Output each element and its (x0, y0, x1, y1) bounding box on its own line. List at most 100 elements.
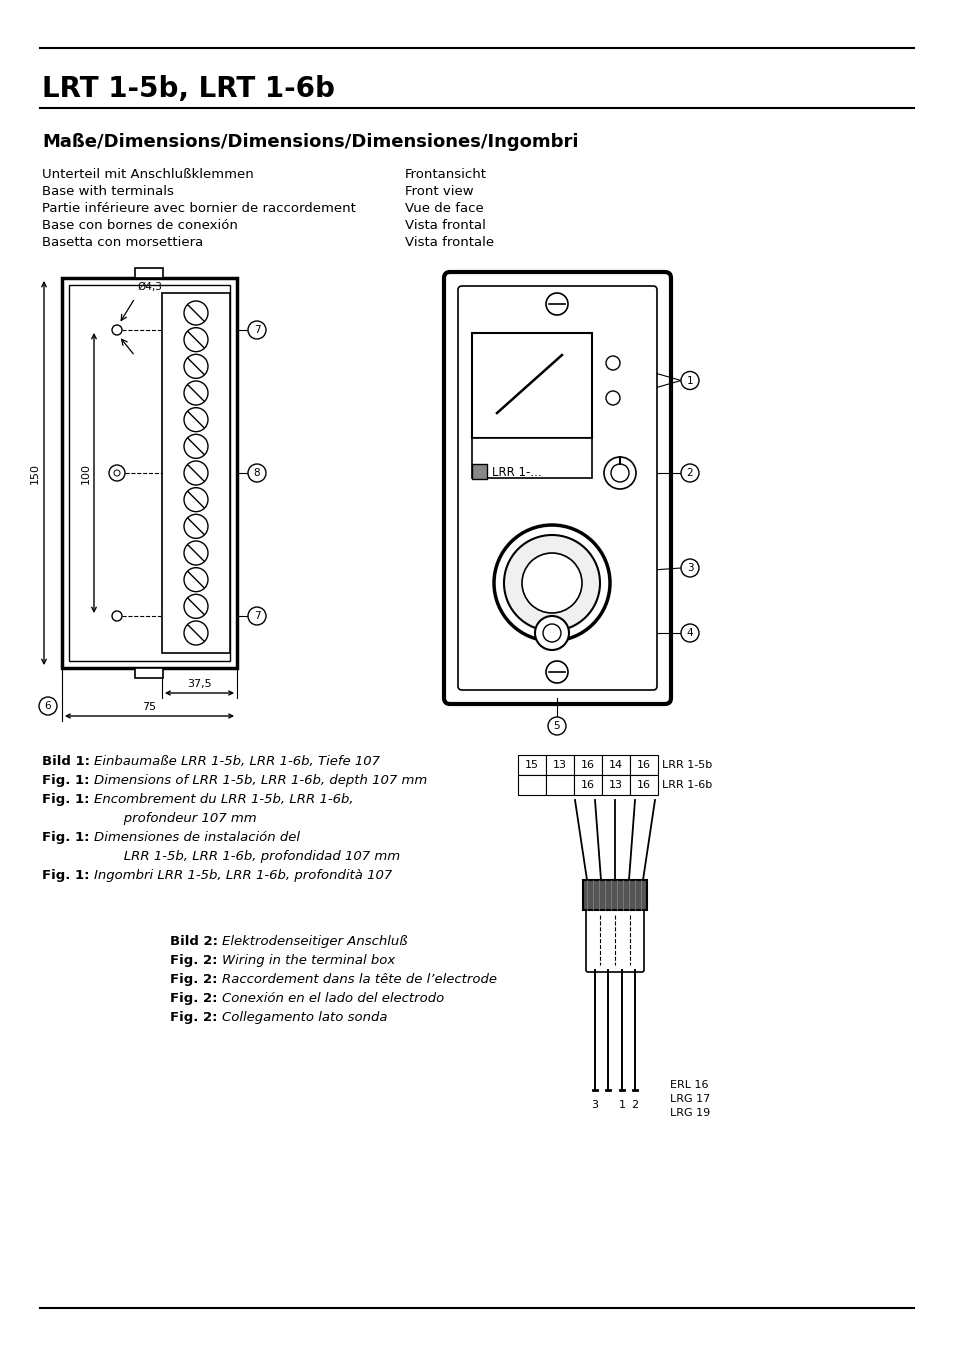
Text: LRR 1-6b: LRR 1-6b (661, 780, 712, 790)
Text: LRR 1-5b, LRR 1-6b, profondidad 107 mm: LRR 1-5b, LRR 1-6b, profondidad 107 mm (94, 850, 399, 863)
Text: 1: 1 (618, 1100, 625, 1110)
Text: Partie inférieure avec bornier de raccordement: Partie inférieure avec bornier de raccor… (42, 202, 355, 215)
Text: Unterteil mit Anschlußklemmen: Unterteil mit Anschlußklemmen (42, 168, 253, 182)
Text: 16: 16 (637, 780, 650, 790)
Text: 75: 75 (142, 702, 156, 711)
Text: Fig. 2:: Fig. 2: (170, 992, 217, 1005)
Text: 16: 16 (637, 760, 650, 770)
Text: profondeur 107 mm: profondeur 107 mm (94, 812, 256, 825)
Bar (574, 775, 601, 795)
Text: 13: 13 (553, 760, 566, 770)
Circle shape (109, 465, 125, 481)
Text: Fig. 1:: Fig. 1: (42, 793, 90, 806)
Bar (574, 755, 601, 775)
FancyBboxPatch shape (585, 908, 643, 972)
Text: 1: 1 (686, 375, 693, 386)
Text: Vista frontal: Vista frontal (405, 220, 485, 232)
Circle shape (113, 470, 120, 476)
Text: LRR 1-...: LRR 1-... (492, 466, 541, 480)
Text: 3: 3 (686, 562, 693, 573)
Bar (62, 278, 236, 668)
Circle shape (184, 435, 208, 458)
Bar (472, 463, 486, 480)
Text: LRG 19: LRG 19 (669, 1108, 709, 1118)
Circle shape (184, 355, 208, 378)
Bar (517, 775, 545, 795)
Bar (135, 268, 163, 278)
Text: Maße/Dimensions/Dimensions/Dimensiones/Ingombri: Maße/Dimensions/Dimensions/Dimensiones/I… (42, 133, 578, 150)
Circle shape (39, 696, 57, 715)
Circle shape (184, 381, 208, 405)
Text: Conexión en el lado del electrodo: Conexión en el lado del electrodo (222, 992, 444, 1005)
Circle shape (680, 625, 699, 642)
Circle shape (184, 301, 208, 325)
Text: 3: 3 (591, 1100, 598, 1110)
Text: Fig. 1:: Fig. 1: (42, 831, 90, 844)
Text: Bild 2:: Bild 2: (170, 935, 218, 948)
Text: Elektrodenseitiger Anschluß: Elektrodenseitiger Anschluß (222, 935, 407, 948)
Text: Basetta con morsettiera: Basetta con morsettiera (42, 236, 203, 249)
FancyBboxPatch shape (443, 272, 670, 705)
Bar (545, 755, 574, 775)
Text: 15: 15 (524, 760, 538, 770)
Circle shape (542, 625, 560, 642)
Circle shape (503, 535, 599, 631)
Text: Wiring in the terminal box: Wiring in the terminal box (222, 954, 395, 967)
Text: Dimensions of LRR 1-5b, LRR 1-6b, depth 107 mm: Dimensions of LRR 1-5b, LRR 1-6b, depth … (94, 774, 427, 787)
Circle shape (248, 321, 266, 339)
Text: Base con bornes de conexión: Base con bornes de conexión (42, 220, 237, 232)
Text: 150: 150 (30, 462, 40, 484)
Bar (69, 285, 230, 661)
Bar (545, 775, 574, 795)
Text: 100: 100 (81, 462, 91, 484)
Circle shape (112, 325, 122, 335)
Text: ERL 16: ERL 16 (669, 1080, 708, 1089)
Text: 5: 5 (553, 721, 559, 730)
Text: Ingombri LRR 1-5b, LRR 1-6b, profondità 107: Ingombri LRR 1-5b, LRR 1-6b, profondità … (94, 869, 392, 882)
Text: Ø4,3: Ø4,3 (137, 282, 162, 291)
Text: 14: 14 (608, 760, 622, 770)
Text: 4: 4 (686, 627, 693, 638)
Circle shape (605, 356, 619, 370)
Circle shape (680, 371, 699, 389)
Text: Fig. 2:: Fig. 2: (170, 1011, 217, 1024)
Circle shape (184, 595, 208, 618)
Bar (582, 879, 646, 911)
Text: 8: 8 (253, 467, 260, 478)
Text: 7: 7 (253, 611, 260, 621)
FancyBboxPatch shape (457, 286, 657, 690)
Text: Fig. 2:: Fig. 2: (170, 973, 217, 986)
Circle shape (184, 461, 208, 485)
Text: 7: 7 (253, 325, 260, 335)
Text: 13: 13 (608, 780, 622, 790)
Bar (601, 755, 629, 775)
Circle shape (535, 617, 568, 650)
Text: 6: 6 (45, 701, 51, 711)
Text: Fig. 1:: Fig. 1: (42, 774, 90, 787)
Circle shape (603, 457, 636, 489)
Text: Collegamento lato sonda: Collegamento lato sonda (222, 1011, 387, 1024)
Bar (629, 775, 658, 795)
Text: Vue de face: Vue de face (405, 202, 483, 215)
Text: Vista frontale: Vista frontale (405, 236, 494, 249)
Bar (472, 438, 592, 478)
Text: 16: 16 (580, 760, 595, 770)
Bar (629, 755, 658, 775)
Circle shape (184, 621, 208, 645)
Circle shape (680, 560, 699, 577)
Circle shape (494, 524, 609, 641)
Text: 16: 16 (580, 780, 595, 790)
Bar (517, 755, 545, 775)
Bar (601, 775, 629, 795)
Bar (135, 668, 163, 678)
Text: Front view: Front view (405, 186, 473, 198)
Circle shape (184, 541, 208, 565)
Circle shape (610, 463, 628, 482)
Text: Fig. 1:: Fig. 1: (42, 869, 90, 882)
Text: LRR 1-5b: LRR 1-5b (661, 760, 712, 770)
Circle shape (248, 463, 266, 482)
Circle shape (547, 717, 565, 734)
Text: Fig. 2:: Fig. 2: (170, 954, 217, 967)
Text: LRT 1-5b, LRT 1-6b: LRT 1-5b, LRT 1-6b (42, 75, 335, 103)
Text: Bild 1:: Bild 1: (42, 755, 90, 768)
